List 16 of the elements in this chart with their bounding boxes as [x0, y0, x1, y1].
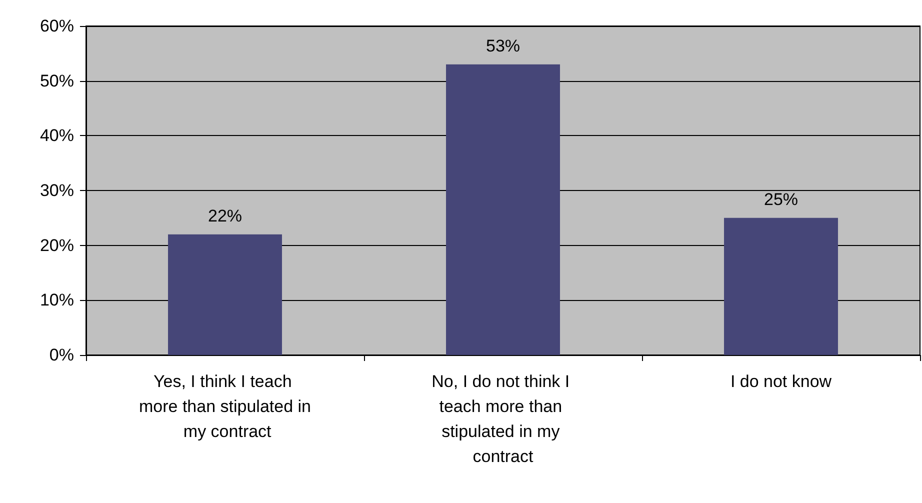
data-label: 53% [486, 36, 520, 56]
data-label: 25% [764, 190, 798, 209]
bar [446, 64, 560, 355]
y-tick-label: 20% [40, 236, 74, 255]
bar [724, 218, 838, 355]
y-tick-label: 50% [40, 71, 74, 90]
y-tick-label: 0% [49, 346, 74, 364]
y-tick-label: 60% [40, 16, 74, 36]
x-tick-label: I do not know [730, 372, 832, 391]
y-tick-label: 40% [40, 126, 74, 146]
x-tick-label: No, I do not think I teach more than stipulated in my contract [432, 372, 574, 466]
x-tick-label: Yes, I think I teach more than stipulated in my contract [139, 372, 311, 441]
y-tick-label: 30% [40, 181, 74, 200]
bar [168, 234, 282, 355]
data-label: 22% [208, 206, 242, 226]
y-tick-label: 10% [40, 290, 74, 310]
